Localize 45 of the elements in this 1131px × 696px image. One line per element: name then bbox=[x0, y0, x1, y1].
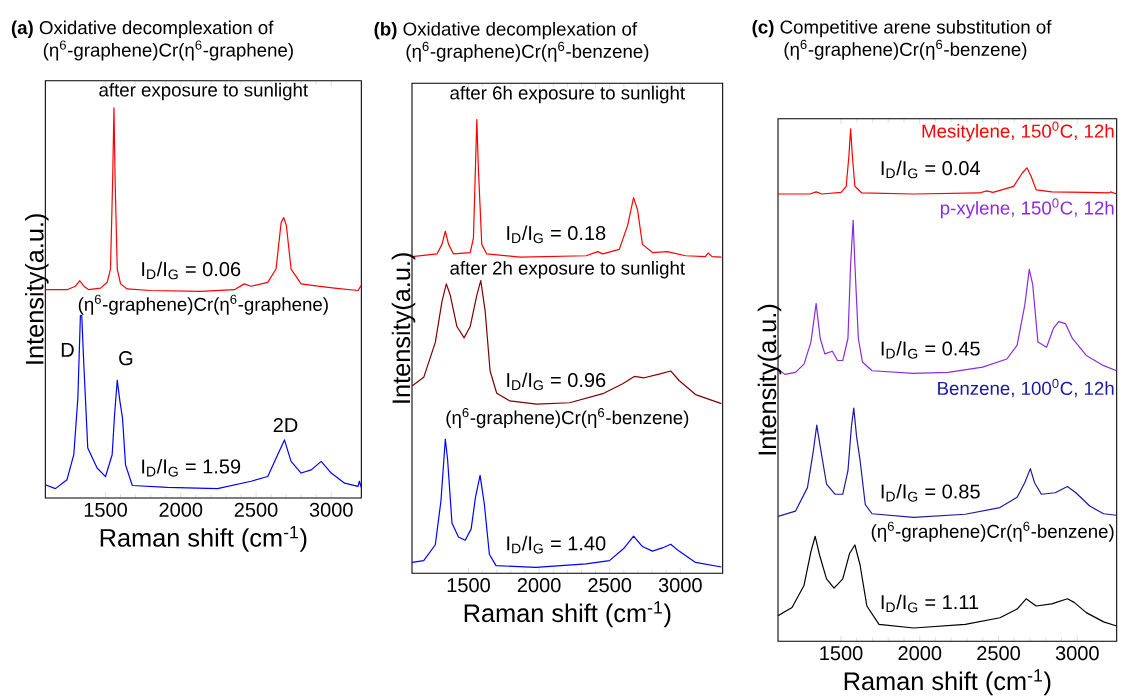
chart-subtitle: (η$^{6}$-graphene)Cr(η$^{6}$-graphene) bbox=[43, 40, 293, 61]
series-label: (η$^{6}$-graphene)Cr(η$^{6}$-benzene) bbox=[446, 408, 689, 428]
annotation: I$_{D}$/I$_{G}$ = 1.40 bbox=[507, 535, 606, 554]
annotation: I$_{D}$/I$_{G}$ = 0.06 bbox=[142, 261, 241, 280]
annotation: I$_{D}$/I$_{G}$ = 0.18 bbox=[507, 225, 606, 244]
y-axis-title: Intensity(a.u.) bbox=[757, 304, 782, 455]
annotation: G bbox=[119, 351, 133, 366]
chart-subtitle: (η$^{6}$-graphene)Cr(η$^{6}$-benzene) bbox=[784, 39, 1027, 60]
y-axis-title: Intensity(a.u.) bbox=[391, 253, 416, 403]
series-label: after exposure to sunlight bbox=[99, 82, 308, 101]
annotation: I$_{D}$/I$_{G}$ = 0.96 bbox=[507, 372, 606, 391]
chart-title: (a) Oxidative decomplexation of bbox=[11, 20, 274, 38]
series-label: after 2h exposure to sunlight bbox=[450, 260, 685, 279]
x-tick-label: 2000 bbox=[898, 646, 942, 661]
x-tick-label: 2500 bbox=[588, 578, 632, 593]
x-tick-label: 2500 bbox=[977, 646, 1020, 661]
x-tick-label: 3000 bbox=[658, 578, 702, 593]
chart-title: (b) Oxidative decomplexation of bbox=[374, 21, 638, 40]
x-tick-label: 2000 bbox=[159, 502, 203, 517]
x-tick-label: 3000 bbox=[1055, 646, 1099, 661]
x-tick-label: 1500 bbox=[820, 646, 863, 661]
annotation: I$_{D}$/I$_{G}$ = 0.45 bbox=[881, 340, 980, 359]
annotation: I$_{D}$/I$_{G}$ = 0.04 bbox=[881, 160, 980, 179]
annotation: I$_{D}$/I$_{G}$ = 1.11 bbox=[881, 594, 979, 613]
annotation: 2D bbox=[273, 417, 298, 432]
x-tick-label: 1500 bbox=[84, 502, 127, 517]
x-axis-title: Raman shift (cm$^{-1}$) bbox=[844, 669, 1051, 696]
y-axis-title: Intensity(a.u.) bbox=[25, 214, 49, 364]
annotation: I$_{D}$/I$_{G}$ = 1.59 bbox=[142, 458, 241, 477]
chart-title: (c) Competitive arene substitution of bbox=[752, 19, 1052, 38]
series-label: (η$^{6}$-graphene)Cr(η$^{6}$-graphene) bbox=[78, 294, 328, 315]
annotation: I$_{D}$/I$_{G}$ = 0.85 bbox=[881, 483, 980, 502]
x-tick-label: 1500 bbox=[447, 578, 490, 593]
chart-subtitle: (η$^{6}$-graphene)Cr(η$^{6}$-benzene) bbox=[406, 41, 649, 62]
x-tick-label: 2500 bbox=[234, 502, 278, 517]
annotation: D bbox=[61, 342, 74, 357]
x-axis-title: Raman shift (cm$^{-1}$) bbox=[100, 526, 307, 552]
series-label: (η$^{6}$-graphene)Cr(η$^{6}$-benzene) bbox=[871, 521, 1114, 542]
text: Mesitylene, 150$^{0}$C, 12h bbox=[922, 121, 1114, 142]
x-tick-label: 2000 bbox=[517, 578, 561, 593]
x-axis-title: Raman shift (cm$^{-1}$) bbox=[464, 601, 671, 628]
text: Benzene, 100$^{0}$C, 12h bbox=[938, 378, 1114, 398]
x-tick-label: 3000 bbox=[309, 502, 353, 517]
text: p-xylene, 150$^{0}$C, 12h bbox=[940, 198, 1114, 219]
series-label: after 6h exposure to sunlight bbox=[450, 85, 685, 104]
